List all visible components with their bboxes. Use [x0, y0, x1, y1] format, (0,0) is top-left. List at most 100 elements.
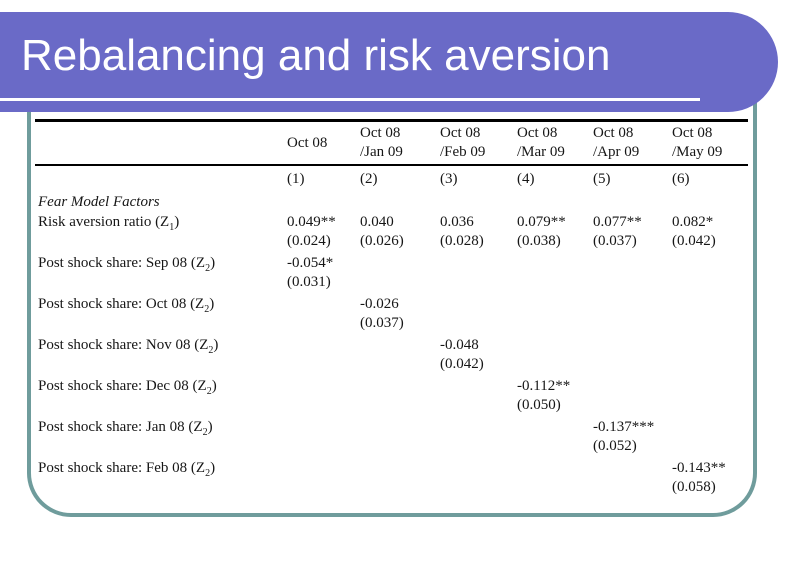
- value-cell: -0.143** (0.058): [672, 459, 748, 500]
- regression-table: Oct 08 Oct 08/Jan 09 Oct 08/Feb 09 Oct 08/M…: [35, 119, 748, 500]
- value-cell: [360, 377, 440, 418]
- column-header-line2: /Feb 09: [440, 144, 486, 160]
- value-cell: [672, 295, 748, 336]
- standard-error: (0.024): [287, 233, 331, 249]
- column-header: Oct 08/Apr 09: [593, 122, 672, 164]
- value-cell: -0.137*** (0.052): [593, 418, 672, 459]
- coefficient: -0.054*: [287, 255, 334, 271]
- value-cell: [517, 418, 593, 459]
- column-header-line2: /May 09: [672, 144, 723, 160]
- value-cell: [440, 418, 517, 459]
- column-header: Oct 08/Feb 09: [440, 122, 517, 164]
- standard-error: (0.042): [440, 356, 484, 372]
- table-row: Post shock share: Nov 08 (Z2) -0.048 (0.04…: [35, 336, 748, 377]
- value-cell: [672, 418, 748, 459]
- value-cell: [287, 295, 360, 336]
- value-cell: [517, 336, 593, 377]
- column-header-line2: /Jan 09: [360, 144, 403, 160]
- column-header: Oct 08/Mar 09: [517, 122, 593, 164]
- value-cell: [360, 418, 440, 459]
- row-label-subscript: 1: [169, 222, 175, 233]
- table-row: Post shock share: Dec 08 (Z2) -0.112** (0.…: [35, 377, 748, 418]
- standard-error: (0.050): [517, 397, 561, 413]
- value-cell: [360, 254, 440, 295]
- column-number: (1): [287, 171, 305, 187]
- value-cell: -0.026 (0.037): [360, 295, 440, 336]
- row-label-subscript: 2: [205, 263, 211, 274]
- value-cell: [517, 459, 593, 500]
- value-cell: [672, 254, 748, 295]
- coefficient: 0.077**: [593, 214, 642, 230]
- section-label: Fear Model Factors: [38, 194, 160, 210]
- table-row: Post shock share: Jan 08 (Z2) -0.137*** (0…: [35, 418, 748, 459]
- value-cell: 0.036 (0.028): [440, 213, 517, 254]
- value-cell: 0.079** (0.038): [517, 213, 593, 254]
- column-header-line2: /Mar 09: [517, 144, 565, 160]
- row-label-subscript: 2: [208, 345, 214, 356]
- table-row: Post shock share: Oct 08 (Z2) -0.026 (0.03…: [35, 295, 748, 336]
- column-header-line1: Oct 08: [360, 125, 401, 141]
- value-cell: -0.048 (0.042): [440, 336, 517, 377]
- column-header: Oct 08: [287, 122, 360, 164]
- table-top-rule: [35, 119, 748, 122]
- table-header-row: Oct 08 Oct 08/Jan 09 Oct 08/Feb 09 Oct 08/M…: [35, 122, 748, 164]
- row-label: Post shock share: Dec 08 (Z2): [38, 378, 217, 397]
- column-header-line2: /Apr 09: [593, 144, 640, 160]
- value-cell: [440, 377, 517, 418]
- column-number: (2): [360, 171, 378, 187]
- coefficient: -0.112**: [517, 378, 571, 394]
- value-cell: [287, 418, 360, 459]
- title-underline: [0, 98, 700, 101]
- column-number: (6): [672, 171, 690, 187]
- coefficient: -0.143**: [672, 460, 726, 476]
- table-row: Post shock share: Sep 08 (Z2) -0.054* (0.0…: [35, 254, 748, 295]
- standard-error: (0.028): [440, 233, 484, 249]
- standard-error: (0.042): [672, 233, 716, 249]
- column-header: Oct 08/May 09: [672, 122, 748, 164]
- numbers-label-spacer: [35, 166, 287, 192]
- coefficient: 0.082*: [672, 214, 714, 230]
- table-row: Risk aversion ratio (Z1) 0.049** (0.024) 0.…: [35, 213, 748, 254]
- value-cell: [287, 336, 360, 377]
- coefficient: -0.048: [440, 337, 479, 353]
- value-cell: [593, 254, 672, 295]
- row-label-subscript: 2: [202, 427, 208, 438]
- page-title: Rebalancing and risk aversion: [21, 31, 611, 80]
- standard-error: (0.037): [593, 233, 637, 249]
- row-label-subscript: 2: [205, 468, 211, 479]
- coefficient: 0.036: [440, 214, 474, 230]
- column-number: (4): [517, 171, 535, 187]
- row-label: Post shock share: Feb 08 (Z2): [38, 460, 216, 479]
- value-cell: -0.054* (0.031): [287, 254, 360, 295]
- row-label: Post shock share: Sep 08 (Z2): [38, 255, 216, 274]
- row-label: Post shock share: Nov 08 (Z2): [38, 337, 219, 356]
- column-header-line1: Oct 08: [440, 125, 481, 141]
- value-cell: [593, 295, 672, 336]
- value-cell: [672, 336, 748, 377]
- row-label-subscript: 2: [206, 386, 212, 397]
- value-cell: 0.077** (0.037): [593, 213, 672, 254]
- value-cell: [360, 459, 440, 500]
- value-cell: [672, 377, 748, 418]
- row-label: Post shock share: Oct 08 (Z2): [38, 296, 215, 315]
- row-label: Post shock share: Jan 08 (Z2): [38, 419, 213, 438]
- value-cell: [593, 459, 672, 500]
- value-cell: 0.040 (0.026): [360, 213, 440, 254]
- value-cell: [287, 377, 360, 418]
- row-label-subscript: 2: [204, 304, 210, 315]
- value-cell: [517, 295, 593, 336]
- coefficient: -0.137***: [593, 419, 655, 435]
- value-cell: [440, 295, 517, 336]
- coefficient: 0.049**: [287, 214, 336, 230]
- coefficient: 0.079**: [517, 214, 566, 230]
- column-number: (3): [440, 171, 458, 187]
- column-header-line1: Oct 08: [517, 125, 558, 141]
- header-label-spacer: [35, 122, 287, 164]
- standard-error: (0.058): [672, 479, 716, 495]
- column-header-line1: Oct 08: [672, 125, 713, 141]
- row-label: Risk aversion ratio (Z1): [38, 214, 180, 233]
- table-row: Post shock share: Feb 08 (Z2) -0.143** (0.…: [35, 459, 748, 500]
- column-number: (5): [593, 171, 611, 187]
- value-cell: 0.049** (0.024): [287, 213, 360, 254]
